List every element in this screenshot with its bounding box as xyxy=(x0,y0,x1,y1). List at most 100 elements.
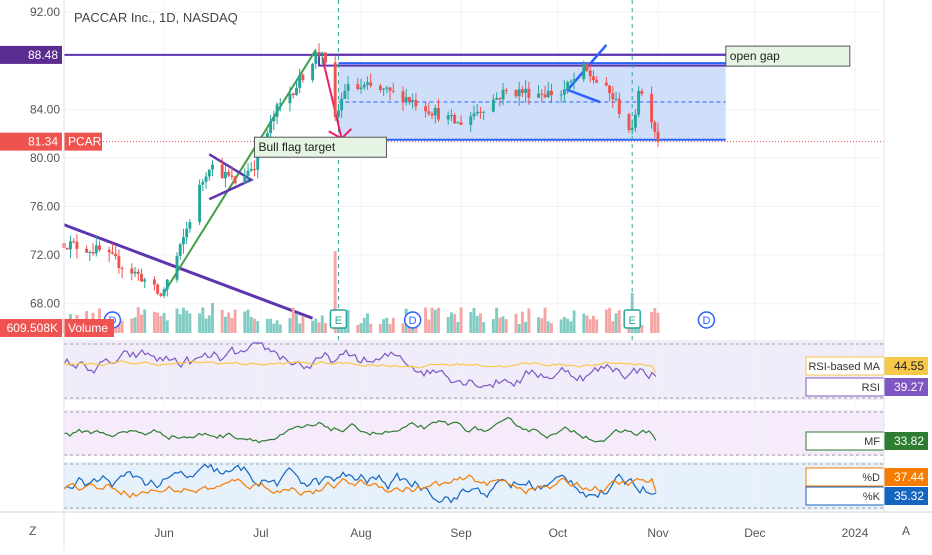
candle-body xyxy=(543,94,547,98)
volume-bar xyxy=(130,318,134,333)
timezone-toggle[interactable]: Z xyxy=(29,524,36,538)
candle-body xyxy=(656,131,660,142)
stoch-k-value: 35.32 xyxy=(894,489,924,503)
volume-bar xyxy=(278,324,282,333)
candle-body xyxy=(449,115,453,117)
time-tick-label: Aug xyxy=(350,526,371,540)
candle-body xyxy=(520,89,524,93)
candle-body xyxy=(630,127,634,131)
consolidation-range-box xyxy=(338,63,726,140)
volume-bar xyxy=(246,309,250,333)
candle-body xyxy=(527,88,531,98)
candle-body xyxy=(501,89,505,100)
price-badge-last: 81.34 xyxy=(28,135,58,149)
volume-bar xyxy=(298,323,302,333)
volume-bar xyxy=(317,322,321,333)
volume-bar xyxy=(230,317,234,333)
volume-bar xyxy=(569,321,573,333)
volume-bar xyxy=(591,315,595,333)
candle-body xyxy=(537,93,541,98)
rsi-ma-line xyxy=(63,360,657,374)
volume-bar xyxy=(653,308,657,333)
volume-bar xyxy=(243,311,247,333)
reversal-arrow xyxy=(321,56,343,139)
time-tick-label: Dec xyxy=(744,526,765,540)
candle-body xyxy=(201,181,205,185)
volume-bar xyxy=(456,321,460,333)
stoch-d-line xyxy=(63,474,657,499)
stoch-k-label: %K xyxy=(863,491,881,503)
candle-body xyxy=(133,271,137,274)
candle-body xyxy=(482,111,486,113)
candle-body xyxy=(491,99,495,112)
candle-body xyxy=(572,79,576,82)
candle-body xyxy=(433,108,437,116)
volume-bar xyxy=(475,315,479,333)
candle-body xyxy=(640,91,644,94)
candle-body xyxy=(114,253,118,257)
volume-bar xyxy=(369,323,373,333)
volume-bar xyxy=(453,314,457,333)
candle-body xyxy=(88,251,92,253)
price-badge-resistance-bg xyxy=(0,45,62,64)
volume-bar xyxy=(650,312,654,333)
candle-body xyxy=(650,93,654,123)
candle-body xyxy=(85,248,89,253)
candle-body xyxy=(298,74,302,88)
candle-body xyxy=(495,98,499,100)
candle-body xyxy=(517,89,521,97)
volume-bar xyxy=(566,318,570,333)
candle-body xyxy=(546,90,550,98)
auto-scale-toggle[interactable]: A xyxy=(902,524,910,538)
volume-bar xyxy=(359,323,363,333)
volume-bar xyxy=(211,303,214,333)
volume-bar xyxy=(604,309,608,333)
candle-body xyxy=(359,87,363,90)
chart-title: PACCAR Inc., 1D, NASDAQ xyxy=(74,10,238,25)
downtrend-line xyxy=(63,223,314,320)
candle-body xyxy=(314,51,318,64)
volume-bar xyxy=(117,320,121,333)
volume-bar xyxy=(595,319,599,333)
time-tick-label: Nov xyxy=(647,526,668,540)
volume-bar xyxy=(311,320,315,333)
volume-bar xyxy=(181,307,185,333)
volume-bar xyxy=(324,323,327,333)
volume-bar xyxy=(459,307,463,333)
candle-body xyxy=(356,84,360,90)
volume-bar xyxy=(524,321,528,333)
candle-body xyxy=(595,80,599,83)
volume-bar xyxy=(220,309,224,333)
volume-bar xyxy=(269,318,273,333)
candle-body xyxy=(107,249,111,253)
candle-body xyxy=(627,113,631,131)
volume-bar xyxy=(143,309,147,333)
volume-bar xyxy=(391,317,395,333)
rsi-ma-label: RSI-based MA xyxy=(808,361,880,373)
volume-label-bg xyxy=(64,319,114,337)
candle-body xyxy=(207,169,211,177)
stoch-k-line xyxy=(63,463,657,504)
candle-body xyxy=(456,122,460,124)
volume-bar xyxy=(482,322,486,333)
rsi-value-bg xyxy=(884,378,928,396)
candle-body xyxy=(140,273,143,282)
volume-bar xyxy=(479,313,482,333)
candle-body xyxy=(391,90,395,92)
volume-bar xyxy=(288,318,292,333)
volume-bar xyxy=(537,317,541,333)
candle-body xyxy=(504,89,508,91)
volume-bar xyxy=(427,319,431,333)
candle-body xyxy=(156,284,160,294)
candle-body xyxy=(404,97,408,103)
candle-body xyxy=(430,113,434,116)
candle-body xyxy=(175,255,179,280)
volume-bar xyxy=(223,316,227,333)
candle-body xyxy=(220,164,224,179)
candle-body xyxy=(117,256,121,269)
price-tick-label: 76.00 xyxy=(30,200,60,214)
volume-bar xyxy=(314,318,318,333)
volume-bar xyxy=(175,308,179,333)
open-gap-note: open gap xyxy=(730,49,780,63)
